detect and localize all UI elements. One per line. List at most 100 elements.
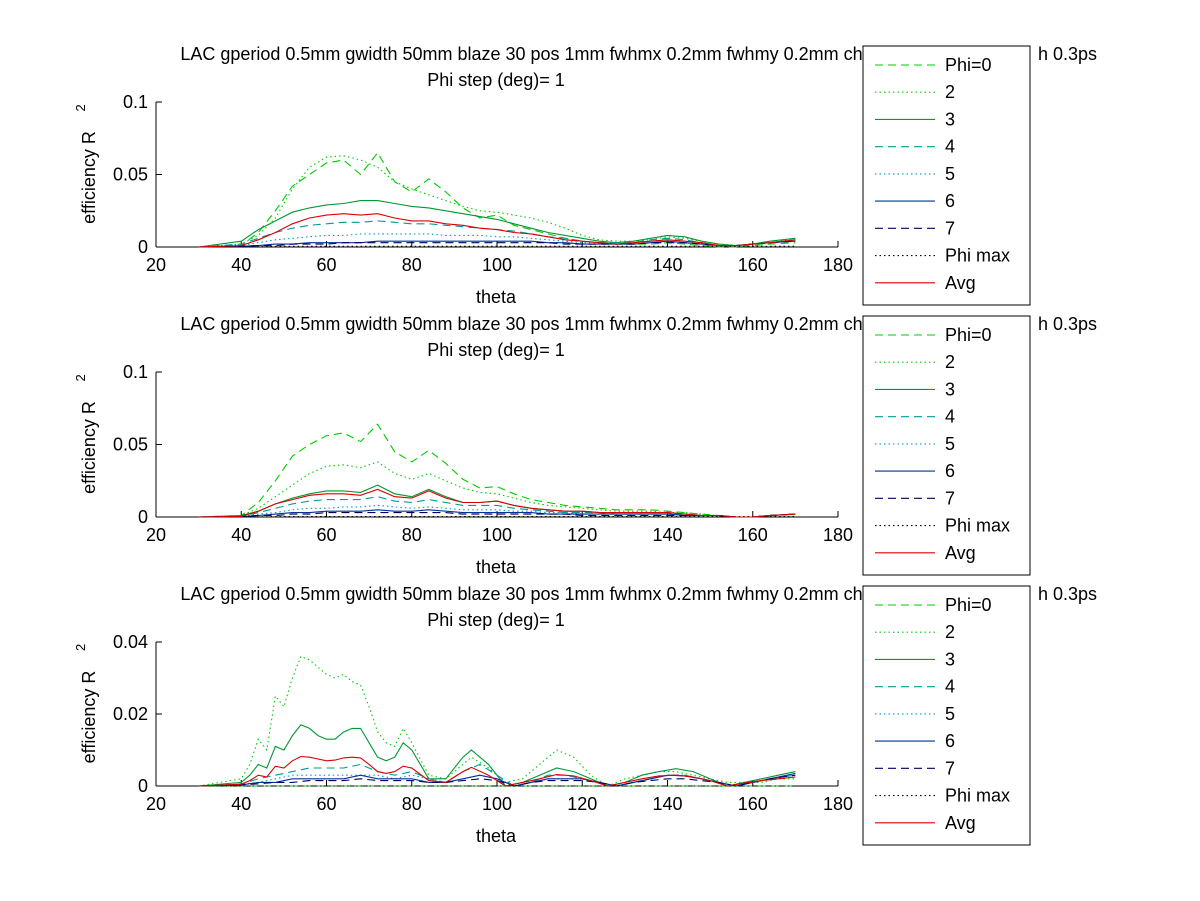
chart-title-tail: h 0.3ps [1038, 584, 1097, 604]
series-line-3 [198, 724, 796, 787]
y-tick-label: 0 [138, 776, 148, 796]
chart-title: LAC gperiod 0.5mm gwidth 50mm blaze 30 p… [180, 314, 923, 334]
x-tick-label: 60 [316, 794, 336, 814]
legend-entry-label: 2 [945, 82, 955, 102]
x-tick-label: 40 [231, 255, 251, 275]
subplot-3: LAC gperiod 0.5mm gwidth 50mm blaze 30 p… [73, 584, 924, 846]
x-tick-label: 180 [823, 794, 853, 814]
legend-entry-label: Avg [945, 813, 976, 833]
y-axis-label-group: efficiency R 2 [73, 644, 99, 764]
legend-2: Phi=0 2 3 4 5 6 7 Phi max Avg [862, 315, 1031, 576]
series-line-4 [198, 220, 796, 248]
series-line-phi-0 [198, 423, 796, 518]
legend-entry-label: 2 [945, 352, 955, 372]
x-tick-label: 40 [231, 794, 251, 814]
chart-title-tail: h 0.3ps [1038, 314, 1097, 334]
series-line-3 [198, 200, 796, 248]
series-line-avg [198, 755, 796, 787]
series-line-avg [198, 213, 796, 248]
x-tick-label: 20 [146, 525, 166, 545]
y-axis-label: efficiency R [79, 131, 99, 224]
y-tick-label: 0.05 [113, 435, 148, 455]
x-tick-label: 160 [738, 525, 768, 545]
legend-entry-label: 4 [945, 677, 955, 697]
x-tick-label: 80 [402, 525, 422, 545]
legend-1: Phi=0 2 3 4 5 6 7 Phi max Avg [862, 45, 1031, 306]
legend-entry-label: 6 [945, 461, 955, 481]
x-tick-label: 60 [316, 255, 336, 275]
x-tick-label: 40 [231, 525, 251, 545]
x-tick-label: 120 [567, 525, 597, 545]
chart-title-tail: h 0.3ps [1038, 44, 1097, 64]
y-tick-label: 0 [138, 507, 148, 527]
x-tick-label: 160 [738, 794, 768, 814]
legend-box [862, 585, 1031, 846]
legend-entry-label: Phi max [945, 246, 1010, 266]
legend-entry-label: Phi max [945, 516, 1010, 536]
y-tick-label: 0.1 [123, 92, 148, 112]
series-line-2 [198, 155, 796, 248]
y-axis-label: efficiency R [79, 671, 99, 764]
series-line-phi-0 [198, 151, 796, 248]
legend-entry-label: Phi=0 [945, 595, 992, 615]
x-tick-label: 160 [738, 255, 768, 275]
y-axis-label: efficiency R [79, 401, 99, 494]
legend-entry-label: 5 [945, 164, 955, 184]
x-tick-label: 180 [823, 255, 853, 275]
x-tick-label: 20 [146, 255, 166, 275]
y-tick-label: 0.05 [113, 165, 148, 185]
legend-3: Phi=0 2 3 4 5 6 7 Phi max Avg [862, 585, 1031, 846]
legend-entry-label: 6 [945, 731, 955, 751]
x-tick-label: 100 [482, 255, 512, 275]
series-line-2 [198, 655, 796, 787]
legend-entry-label: Phi max [945, 786, 1010, 806]
legend-entry-label: 5 [945, 434, 955, 454]
chart-subtitle: Phi step (deg)= 1 [427, 70, 565, 90]
x-axis-label: theta [476, 826, 517, 846]
x-tick-label: 60 [316, 525, 336, 545]
legend-entry-label: Avg [945, 273, 976, 293]
y-tick-label: 0.1 [123, 362, 148, 382]
legend-entry-label: 2 [945, 622, 955, 642]
chart-subtitle: Phi step (deg)= 1 [427, 340, 565, 360]
series-line-7 [198, 512, 796, 518]
legend-entry-label: 7 [945, 218, 955, 238]
y-axis-label-group: efficiency R 2 [73, 104, 99, 224]
series-line-phi-max [198, 245, 796, 248]
x-tick-label: 120 [567, 794, 597, 814]
x-tick-label: 120 [567, 255, 597, 275]
legend-box [862, 315, 1031, 576]
series-line-7 [198, 774, 796, 787]
x-axis-label: theta [476, 557, 517, 577]
legend-entry-label: 4 [945, 407, 955, 427]
series-line-4 [198, 763, 796, 787]
x-tick-label: 180 [823, 525, 853, 545]
x-tick-label: 80 [402, 794, 422, 814]
x-tick-label: 80 [402, 255, 422, 275]
x-tick-label: 20 [146, 794, 166, 814]
series-line-2 [198, 461, 796, 518]
subplot-1: LAC gperiod 0.5mm gwidth 50mm blaze 30 p… [73, 44, 924, 307]
y-tick-label: 0.04 [113, 632, 148, 652]
legend-entry-label: 4 [945, 137, 955, 157]
y-tick-label: 0.02 [113, 704, 148, 724]
legend-entry-label: Phi=0 [945, 325, 992, 345]
x-axis-label: theta [476, 287, 517, 307]
legend-entry-label: 3 [945, 109, 955, 129]
y-axis-label-superscript: 2 [73, 374, 88, 381]
chart-title: LAC gperiod 0.5mm gwidth 50mm blaze 30 p… [180, 584, 923, 604]
series-line-7 [198, 240, 796, 248]
x-tick-label: 100 [482, 525, 512, 545]
legend-entry-label: 3 [945, 379, 955, 399]
series-line-avg [198, 488, 796, 518]
x-tick-label: 100 [482, 794, 512, 814]
y-tick-label: 0 [138, 237, 148, 257]
x-tick-label: 140 [652, 255, 682, 275]
legend-entry-label: Avg [945, 543, 976, 563]
legend-entry-label: Phi=0 [945, 55, 992, 75]
y-axis-label-superscript: 2 [73, 644, 88, 651]
subplot-2: LAC gperiod 0.5mm gwidth 50mm blaze 30 p… [73, 314, 924, 577]
y-axis-label-group: efficiency R 2 [73, 374, 99, 494]
legend-entry-label: 6 [945, 191, 955, 211]
